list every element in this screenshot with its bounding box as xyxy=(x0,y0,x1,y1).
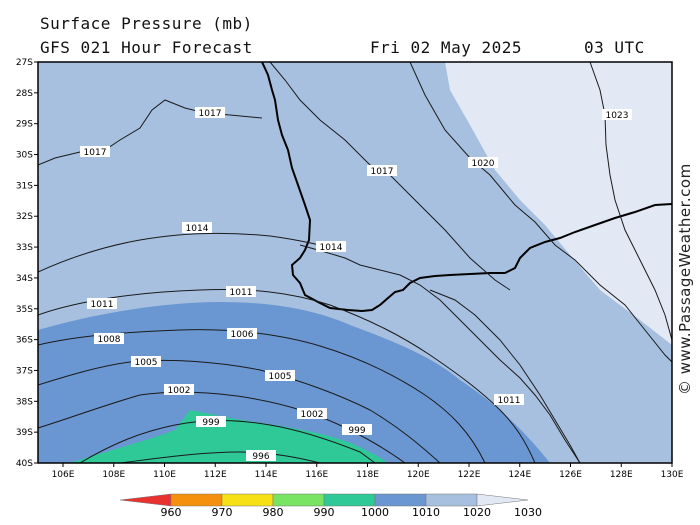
legend-swatch xyxy=(374,493,427,507)
map-area: 1017 1017 1017 1020 1023 1014 1014 1011 … xyxy=(38,62,672,463)
isobar-label: 1014 xyxy=(320,243,343,253)
watermark: © www.PassageWeather.com xyxy=(676,163,694,395)
legend-swatch xyxy=(425,493,478,507)
lon-label: 120E xyxy=(407,470,430,480)
isobar-1023 xyxy=(589,62,672,341)
lat-label: 28S xyxy=(16,89,33,99)
legend-label: 970 xyxy=(212,506,233,519)
band-1020 xyxy=(445,62,672,345)
isobar-1005 xyxy=(38,359,441,463)
legend-label: 990 xyxy=(314,506,335,519)
lon-label: 118E xyxy=(356,470,379,480)
lon-label: 126E xyxy=(559,470,582,480)
lat-label: 29S xyxy=(16,120,33,130)
lat-label: 33S xyxy=(16,243,33,253)
lon-label: 108E xyxy=(102,470,125,480)
lat-label: 30S xyxy=(16,151,33,161)
isobar-1002 xyxy=(38,391,406,463)
lon-label: 116E xyxy=(305,470,328,480)
legend-label: 1030 xyxy=(514,506,542,519)
isobar-label: 999 xyxy=(348,426,365,436)
legend-label: 960 xyxy=(161,506,182,519)
map-frame xyxy=(37,61,673,464)
legend-swatch xyxy=(476,493,529,507)
isobar-label: 1017 xyxy=(199,109,222,119)
lat-label: 32S xyxy=(16,212,33,222)
isobar-label: 1017 xyxy=(371,167,394,177)
isobar-label: 1002 xyxy=(168,386,191,396)
legend-swatch xyxy=(323,493,376,507)
band-1000 xyxy=(38,302,550,463)
latitude-axis: 27S 28S 29S 30S 31S 32S 33S 34S 35S 36S 37S 38S 39S 4… xyxy=(16,58,38,469)
isobar-label: 1011 xyxy=(91,300,114,310)
isobar-label: 1002 xyxy=(301,410,324,420)
isobar-label: 1011 xyxy=(230,288,253,298)
isobar-1011-b xyxy=(429,289,581,463)
lat-label: 35S xyxy=(16,305,33,315)
legend-label: 980 xyxy=(263,506,284,519)
lat-label: 37S xyxy=(16,366,33,376)
lon-label: 122E xyxy=(458,470,481,480)
map-title: Surface Pressure (mb) xyxy=(40,14,253,33)
isobar-label: 1005 xyxy=(269,372,292,382)
color-legend: 960 970 980 990 1000 1010 1020 1030 xyxy=(119,493,542,519)
lon-label: 130E xyxy=(661,470,684,480)
lon-label: 114E xyxy=(255,470,278,480)
isobar-1020 xyxy=(409,62,672,363)
forecast-label: GFS 021 Hour Forecast xyxy=(40,38,253,57)
isobar-1011 xyxy=(38,289,536,463)
lat-label: 38S xyxy=(16,397,33,407)
band-990 xyxy=(70,410,388,463)
isobar-1008 xyxy=(38,329,486,463)
isobar-label: 1023 xyxy=(606,111,629,121)
legend-label: 1020 xyxy=(463,506,491,519)
isobar-label: 1005 xyxy=(135,358,158,368)
legend-swatch xyxy=(119,493,172,507)
forecast-date: Fri 02 May 2025 xyxy=(370,38,522,57)
legend-swatch xyxy=(170,493,223,507)
lon-label: 106E xyxy=(52,470,75,480)
lat-label: 27S xyxy=(16,58,33,68)
isobar-label: 1006 xyxy=(231,330,254,340)
longitude-axis: 106E 108E 110E 112E 114E 116E 118E 120E 122E 124E… xyxy=(52,463,684,480)
legend-swatch xyxy=(221,493,274,507)
isobar-labels: 1017 1017 1017 1020 1023 1014 1014 1011 … xyxy=(80,107,632,462)
isobar-label: 999 xyxy=(202,418,219,428)
lon-label: 124E xyxy=(508,470,531,480)
coastline xyxy=(261,62,672,313)
lat-label: 36S xyxy=(16,336,33,346)
isobar-label: 1017 xyxy=(84,148,107,158)
lon-label: 110E xyxy=(153,470,176,480)
legend-label: 1000 xyxy=(361,506,389,519)
isobar-label: 1011 xyxy=(498,396,521,406)
lon-label: 112E xyxy=(204,470,227,480)
isobar-label: 1014 xyxy=(186,224,209,234)
lon-label: 128E xyxy=(610,470,633,480)
isobar-label: 996 xyxy=(252,452,269,462)
lat-label: 39S xyxy=(16,428,33,438)
legend-label: 1010 xyxy=(412,506,440,519)
lat-label: 40S xyxy=(16,459,33,469)
legend-swatch xyxy=(272,493,325,507)
lat-label: 31S xyxy=(16,181,33,191)
isobar-996 xyxy=(119,451,321,463)
lat-label: 34S xyxy=(16,274,33,284)
isobar-1014-a xyxy=(38,232,341,273)
forecast-time: 03 UTC xyxy=(584,38,645,57)
isobar-label: 1020 xyxy=(472,159,495,169)
isobar-label: 1008 xyxy=(98,335,121,345)
isobar-1014-b xyxy=(299,244,581,463)
